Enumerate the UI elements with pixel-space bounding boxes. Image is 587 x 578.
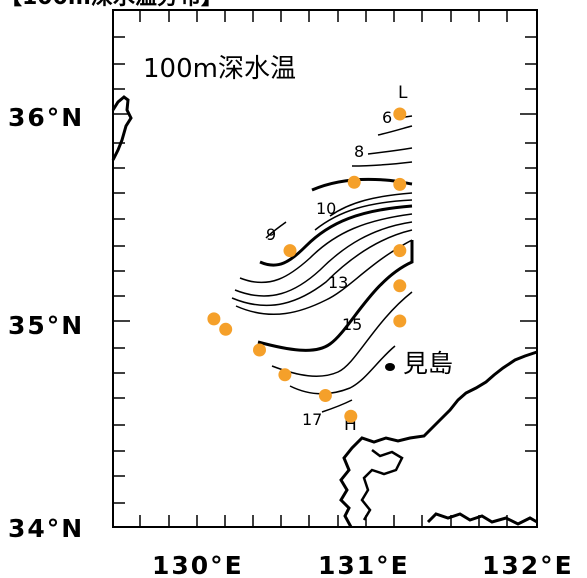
mishima-island: [385, 363, 395, 371]
header-fragment: 【100m深水温分布】: [0, 0, 223, 10]
lon-label-130e: 130°E: [152, 551, 244, 578]
top-ticks: [139, 10, 508, 22]
lon-label-132e: 132°E: [482, 551, 574, 578]
bottom-ticks: [139, 515, 508, 527]
contour-12: [234, 221, 413, 297]
contour-14-bold: [257, 240, 414, 352]
contour-11-bold: [259, 204, 413, 267]
contour-8-5: [351, 161, 413, 167]
coastline-korea: [111, 95, 133, 161]
contour-10b: [314, 199, 413, 231]
lat-label-36n: 36°N: [8, 103, 84, 132]
line-end-label-l: L: [398, 83, 408, 103]
contour-label-8: 8: [354, 142, 364, 161]
panel-title: 100m深水温: [143, 54, 296, 84]
contour-label-6: 6: [382, 108, 392, 127]
station-point: [318, 389, 332, 402]
station-point: [219, 322, 233, 336]
contour-lines: [231, 115, 414, 413]
station-point: [393, 107, 407, 121]
contour-16: [289, 345, 396, 395]
coastline-bottom-bay: [426, 512, 538, 526]
lat-label-34n: 34°N: [8, 514, 84, 543]
coastline-japan-inner: [360, 449, 404, 521]
station-point: [344, 409, 358, 423]
contour-7: [377, 125, 413, 136]
station-point: [283, 244, 297, 258]
contour-label-15: 15: [342, 315, 362, 334]
contour-11: [239, 213, 413, 284]
contour-label-17: 17: [302, 410, 322, 429]
lat-label-35n: 35°N: [8, 311, 84, 340]
contour-label-13: 13: [328, 273, 348, 292]
contour-label-9: 9: [266, 225, 276, 244]
observation-stations: [207, 107, 407, 423]
station-point: [207, 312, 221, 326]
map-frame: [112, 9, 538, 528]
station-point: [393, 314, 407, 328]
station-point: [278, 368, 292, 382]
place-label-mishima: 見島: [403, 349, 453, 378]
contour-13: [235, 239, 413, 316]
left-ticks: [113, 36, 130, 504]
contour-9: [265, 221, 287, 239]
station-point: [393, 279, 407, 293]
contour-label-10: 10: [316, 199, 336, 218]
contour-15: [271, 291, 413, 377]
contour-8: [367, 147, 413, 155]
station-point: [347, 175, 361, 189]
right-ticks: [520, 36, 537, 452]
contour-12b: [231, 229, 413, 307]
contour-10: [329, 192, 413, 217]
station-point: [253, 343, 266, 357]
coastline-japan: [339, 350, 538, 528]
lon-label-131e: 131°E: [318, 551, 410, 578]
station-point: [393, 244, 407, 258]
station-point: [393, 177, 407, 191]
contour-17: [321, 399, 353, 413]
